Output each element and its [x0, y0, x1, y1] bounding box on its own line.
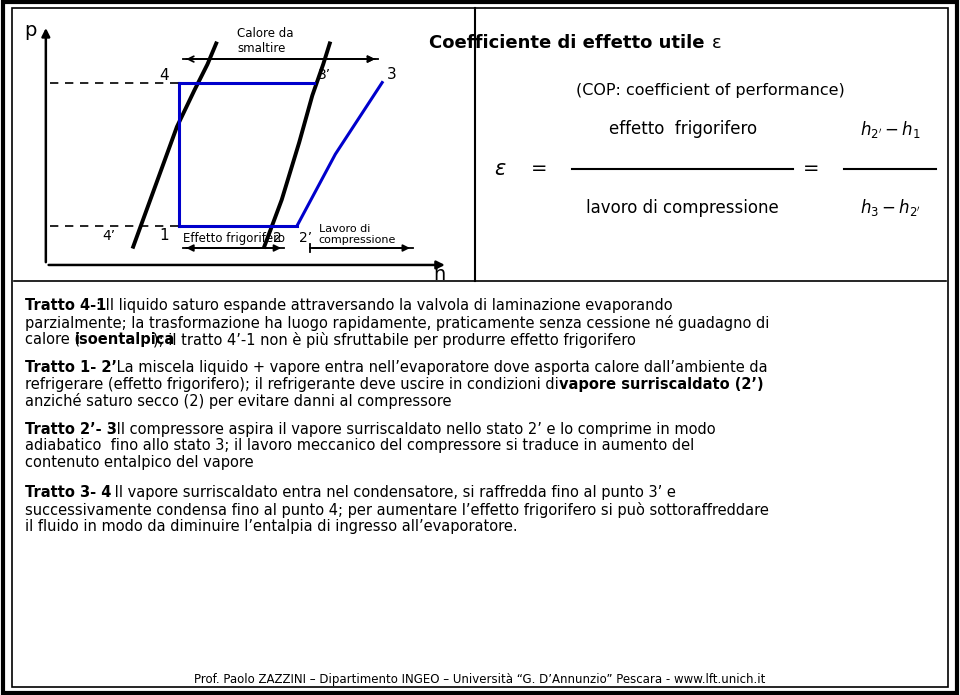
Text: : Il liquido saturo espande attraversando la valvola di laminazione evaporando: : Il liquido saturo espande attraversand… [96, 298, 673, 313]
Text: 4: 4 [159, 68, 169, 83]
Text: 2’: 2’ [300, 231, 312, 245]
Text: 3’: 3’ [318, 67, 331, 81]
Text: ); il tratto 4’-1 non è più sfruttabile per produrre effetto frigorifero: ); il tratto 4’-1 non è più sfruttabile … [154, 332, 636, 348]
Text: 2: 2 [273, 231, 281, 245]
Text: effetto  frigorifero: effetto frigorifero [609, 120, 756, 138]
Text: h: h [433, 265, 445, 284]
Text: Tratto 3- 4: Tratto 3- 4 [25, 486, 111, 500]
Text: (COP: coefficient of performance): (COP: coefficient of performance) [576, 83, 845, 98]
Text: ε: ε [493, 158, 505, 179]
Text: vapore surriscaldato (2’): vapore surriscaldato (2’) [559, 377, 763, 392]
Text: Coefficiente di effetto utile: Coefficiente di effetto utile [429, 35, 710, 52]
Text: contenuto entalpico del vapore: contenuto entalpico del vapore [25, 455, 253, 470]
Text: =: = [531, 159, 547, 178]
Text: lavoro di compressione: lavoro di compressione [587, 199, 780, 217]
Text: =: = [803, 159, 819, 178]
Text: Prof. Paolo ZAZZINI – Dipartimento INGEO – Università “G. D’Annunzio” Pescara - : Prof. Paolo ZAZZINI – Dipartimento INGEO… [194, 673, 766, 686]
Text: 1: 1 [159, 228, 169, 243]
Text: : Il compressore aspira il vapore surriscaldato nello stato 2’ e lo comprime in : : Il compressore aspira il vapore surris… [107, 422, 715, 436]
Text: 4’: 4’ [103, 229, 116, 243]
Text: Calore da
smaltire: Calore da smaltire [237, 27, 294, 55]
Text: Tratto 4-1: Tratto 4-1 [25, 298, 107, 313]
Text: il fluido in modo da diminuire l’entalpia di ingresso all’evaporatore.: il fluido in modo da diminuire l’entalpi… [25, 518, 517, 534]
Text: Tratto 1- 2’: Tratto 1- 2’ [25, 360, 117, 375]
Text: $h_{2'} - h_1$: $h_{2'} - h_1$ [860, 119, 921, 140]
Text: : La miscela liquido + vapore entra nell’evaporatore dove asporta calore dall’am: : La miscela liquido + vapore entra nell… [107, 360, 768, 375]
Text: ε: ε [711, 35, 721, 52]
Text: $h_3 - h_{2'}$: $h_3 - h_{2'}$ [859, 197, 921, 218]
Text: successivamente condensa fino al punto 4; per aumentare l’effetto frigorifero si: successivamente condensa fino al punto 4… [25, 502, 769, 518]
Text: parzialmente; la trasformazione ha luogo rapidamente, praticamente senza cession: parzialmente; la trasformazione ha luogo… [25, 315, 769, 331]
Text: Lavoro di
compressione: Lavoro di compressione [319, 224, 396, 245]
Text: Tratto 2’- 3: Tratto 2’- 3 [25, 422, 117, 436]
Text: Effetto frigorifero: Effetto frigorifero [182, 232, 285, 245]
Text: anziché saturo secco (2) per evitare danni al compressore: anziché saturo secco (2) per evitare dan… [25, 393, 451, 409]
Text: 3: 3 [387, 67, 396, 81]
Text: isoentalpica: isoentalpica [75, 332, 176, 347]
Text: p: p [24, 21, 36, 40]
Text: calore (: calore ( [25, 332, 80, 347]
Text: refrigerare (effetto frigorifero); il refrigerante deve uscire in condizioni di: refrigerare (effetto frigorifero); il re… [25, 377, 564, 392]
Text: adiabatico  fino allo stato 3; il lavoro meccanico del compressore si traduce in: adiabatico fino allo stato 3; il lavoro … [25, 439, 694, 453]
Text: : Il vapore surriscaldato entra nel condensatore, si raffredda fino al punto 3’ : : Il vapore surriscaldato entra nel cond… [105, 486, 676, 500]
